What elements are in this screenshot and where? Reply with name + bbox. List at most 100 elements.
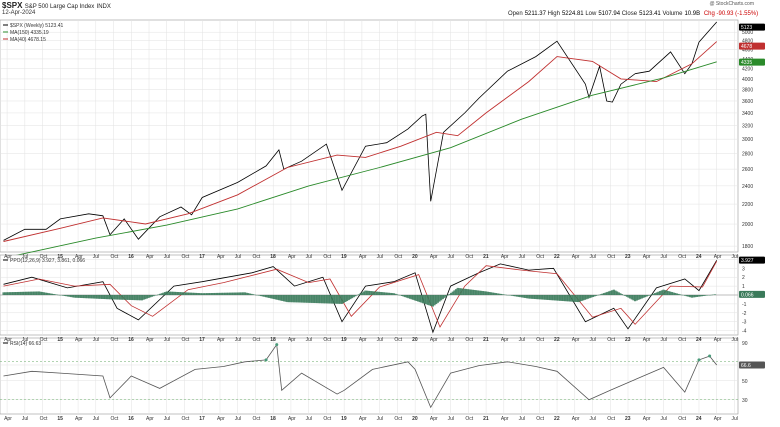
x-tick-label: Jul [93, 416, 99, 422]
x-tick-label: Oct [536, 337, 544, 343]
ppo-histogram-bar [486, 291, 489, 295]
ppo-histogram-bar [395, 294, 399, 295]
ppo-histogram-bar [130, 295, 134, 301]
ppo-histogram-bar [615, 291, 619, 295]
ppo-histogram-bar [309, 295, 312, 303]
ppo-histogram-bar [207, 293, 210, 295]
ppo-histogram-bar [555, 295, 558, 301]
price-spx-weekly--line [3, 21, 718, 241]
ppo-histogram-bar [319, 295, 322, 304]
y-tick-label: 90 [742, 341, 748, 347]
x-tick-label: 17 [199, 337, 205, 343]
ppo-histogram-bar [572, 295, 575, 302]
ppo-histogram-bar [394, 293, 397, 295]
ppo-histogram-bar [684, 295, 687, 296]
x-tick-label: Apr [430, 254, 438, 260]
y-tick-label: 1800 [742, 244, 753, 250]
x-tick-label: Apr [146, 254, 154, 260]
x-tick-label: Oct [252, 416, 260, 422]
ppo-histogram-bar [423, 295, 426, 304]
ppo-histogram-bar [630, 295, 633, 300]
price-ma-40--line [3, 41, 718, 242]
ppo-histogram-bar [695, 295, 698, 297]
ppo-histogram-bar [632, 295, 635, 301]
ppo-histogram-bar [212, 292, 215, 295]
x-tick-label: Jul [519, 416, 525, 422]
ppo-histogram-bar [307, 295, 311, 303]
ppo-histogram-bar [326, 295, 329, 304]
high-value: 5224.81 [561, 11, 584, 17]
ppo-histogram-bar [619, 293, 622, 295]
ppo-histogram-bar [165, 291, 168, 295]
value-tag [739, 290, 765, 298]
ppo-histogram-bar [54, 294, 57, 295]
ppo-histogram-bar [471, 289, 474, 295]
x-tick-label: Apr [146, 416, 154, 422]
ppo-histogram-bar [238, 292, 242, 295]
y-tick-label: -1 [742, 302, 747, 308]
ppo-histogram-bar [374, 291, 377, 295]
y-tick-label: 3800 [742, 88, 753, 94]
y-tick-label: 2400 [742, 184, 753, 190]
ppo-histogram-bar [154, 295, 157, 296]
ppo-histogram-bar [552, 295, 555, 301]
ppo-histogram-bar [334, 295, 337, 304]
ppo-histogram-bar [29, 291, 33, 295]
ppo-histogram-bar [5, 292, 8, 295]
ppo-histogram-bar [544, 295, 547, 300]
y-tick-label: 2800 [742, 152, 753, 158]
ppo-histogram-bar [79, 295, 83, 298]
ppo-histogram-bar [168, 291, 172, 295]
ppo-histogram-bar [34, 291, 37, 295]
x-tick-label: Oct [40, 254, 48, 260]
ppo-histogram-bar [317, 295, 320, 304]
x-tick-label: Jul [22, 337, 28, 343]
ppo-histogram-bar [542, 295, 545, 300]
ppo-histogram-bar [614, 290, 617, 295]
x-tick-label: Oct [323, 337, 331, 343]
ppo-histogram-bar [629, 295, 632, 299]
x-tick-label: Oct [40, 416, 48, 422]
ppo-histogram-bar [266, 295, 269, 298]
ppo-histogram-bar [516, 295, 519, 297]
ppo-histogram-bar [235, 292, 238, 295]
ppo-histogram-bar [441, 295, 444, 300]
ppo-histogram-bar [150, 295, 153, 297]
y-tick-label: 3600 [742, 99, 753, 105]
ppo-histogram-bar [269, 295, 273, 299]
x-tick-label: Oct [678, 337, 686, 343]
ppo-histogram-bar [124, 295, 127, 300]
x-tick-label: Oct [536, 254, 544, 260]
rsi-rsi-14--line [3, 343, 718, 409]
ppo-histogram-bar [468, 289, 471, 295]
ppo-histogram-bar [454, 289, 458, 295]
x-tick-label: 22 [554, 254, 560, 260]
ppo-histogram-bar [474, 290, 478, 295]
ppo-histogram-bar [302, 295, 306, 303]
ppo-histogram-bar [209, 293, 212, 295]
ppo-histogram-bar [364, 290, 367, 295]
ppo-histogram-bar [611, 290, 614, 295]
x-tick-label: Jul [235, 416, 241, 422]
ppo-histogram-bar [585, 295, 588, 300]
ppo-histogram-bar [160, 293, 163, 295]
legend-entry: $SPX (Weekly) 5123.41 [10, 23, 63, 29]
ppo-histogram-bar [484, 291, 488, 295]
ppo-histogram-bar [672, 292, 675, 295]
ppo-histogram-bar [382, 292, 385, 295]
ppo-histogram-bar [340, 295, 344, 304]
ppo-ppo-line [3, 260, 718, 334]
x-tick-label: Oct [678, 416, 686, 422]
ppo-histogram-bar [530, 295, 534, 299]
ppo-histogram-bar [78, 295, 81, 298]
ppo-histogram-bar [202, 293, 205, 295]
ppo-histogram-bar [415, 295, 418, 301]
ppo-histogram-bar [609, 290, 612, 295]
y-tick-label: 2200 [742, 202, 753, 208]
x-tick-label: Apr [714, 416, 722, 422]
rsi-overbought-mark [264, 358, 268, 362]
ppo-histogram-bar [39, 291, 42, 295]
panel-frame [0, 19, 739, 253]
y-tick-label: 3000 [742, 137, 753, 143]
ppo-histogram-bar [620, 294, 624, 295]
